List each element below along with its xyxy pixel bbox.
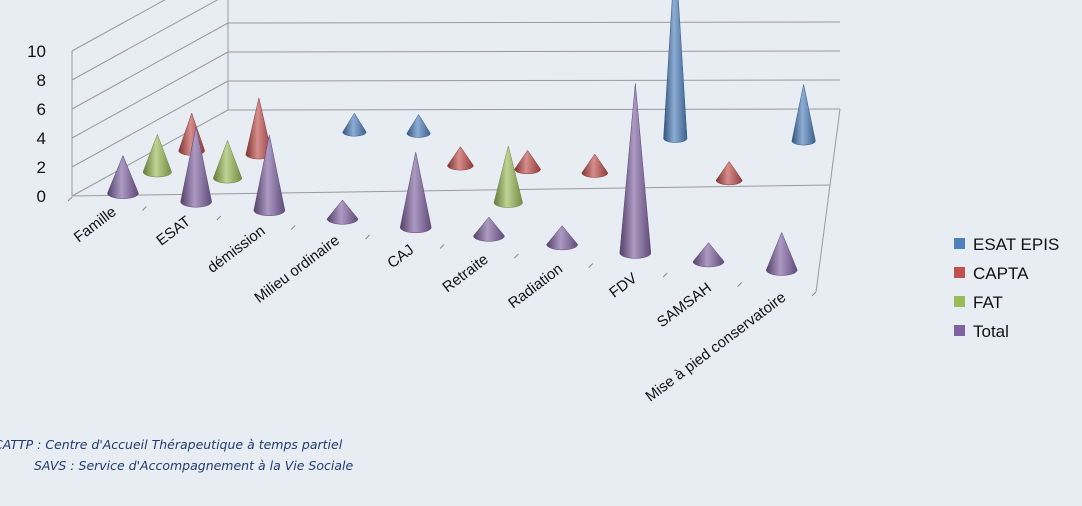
category-tick: [67, 196, 73, 202]
category-tick: [588, 263, 594, 268]
gridline-side: [71, 80, 229, 168]
category-tick: [439, 244, 445, 249]
y-tick-label: 4: [37, 129, 46, 148]
y-tick-label: 6: [37, 100, 46, 119]
cone-fat: [213, 139, 243, 184]
floor-right-edge: [829, 108, 841, 186]
data-cones: [107, 0, 816, 276]
cone-capta: [514, 149, 541, 175]
gridline-side: [71, 0, 166, 52]
category-tick: [216, 215, 222, 221]
cone-fat: [493, 145, 523, 208]
y-tick-label: 8: [37, 71, 46, 90]
cone-total: [619, 83, 652, 259]
cone-total: [399, 151, 432, 234]
cone-total: [692, 242, 725, 268]
y-tick-label: 0: [37, 187, 46, 206]
y-tick-label: 2: [37, 158, 46, 177]
cone-esat-epis: [791, 84, 816, 146]
category-label: Milieu ordinaire: [251, 232, 342, 307]
category-label: Famille: [71, 203, 120, 246]
category-label: ESAT: [153, 213, 194, 249]
category-label: Radiation: [505, 260, 566, 312]
category-tick: [811, 291, 817, 297]
cone-total: [253, 134, 286, 216]
cone-capta: [715, 161, 743, 186]
category-label: démission: [204, 222, 268, 276]
gridline-side: [71, 22, 229, 110]
category-tick: [737, 282, 742, 287]
cone-total: [180, 126, 212, 208]
cone-esat-epis: [342, 112, 367, 137]
gridline-side: [71, 0, 219, 81]
cone-total: [765, 231, 798, 276]
category-tick: [514, 253, 519, 259]
gridline-back: [227, 108, 841, 111]
axes: [60, 108, 841, 297]
cone-esat-epis: [406, 114, 431, 138]
category-tick: [662, 272, 668, 278]
legend: ESAT EPIS CAPTA FAT Total: [954, 235, 1059, 341]
category-tick: [290, 225, 296, 230]
category-label: CAJ: [384, 241, 417, 272]
cone-esat-epis: [663, 0, 688, 143]
legend-swatch: [954, 325, 965, 336]
category-label: Retraite: [439, 251, 491, 296]
legend-label: Total: [973, 322, 1009, 341]
y-tick-label: 10: [27, 42, 46, 61]
cone-total: [326, 199, 359, 225]
category-label: FDV: [606, 270, 640, 302]
cone-total: [473, 216, 505, 242]
gridline-back: [227, 79, 841, 82]
legend-swatch: [954, 296, 965, 307]
legend-swatch: [954, 267, 965, 278]
category-axis: [60, 196, 816, 292]
legend-label: CAPTA: [973, 264, 1029, 283]
gridline-back: [227, 21, 841, 24]
right-edge: [815, 184, 831, 293]
cone-fat: [142, 133, 172, 178]
category-label: SAMSAH: [654, 279, 715, 331]
cone-capta: [581, 153, 609, 178]
legend-swatch: [954, 238, 965, 249]
gridline-back: [227, 50, 841, 53]
category-tick: [142, 206, 147, 211]
legend-label: FAT: [973, 293, 1003, 312]
gridline-side: [71, 51, 229, 139]
cone-total: [546, 225, 578, 251]
category-tick: [365, 234, 370, 240]
legend-label: ESAT EPIS: [973, 235, 1059, 254]
cone-total: [107, 154, 139, 199]
category-label: Mise à pied conservatoire: [642, 289, 789, 405]
chart-grid: [71, 0, 841, 197]
cone-capta: [447, 146, 474, 171]
footnote-savs: SAVS : Service d'Accompagnement à la Vie…: [34, 458, 354, 473]
footnote-cattp: CATTP : Centre d'Accueil Thérapeutique à…: [0, 437, 343, 452]
